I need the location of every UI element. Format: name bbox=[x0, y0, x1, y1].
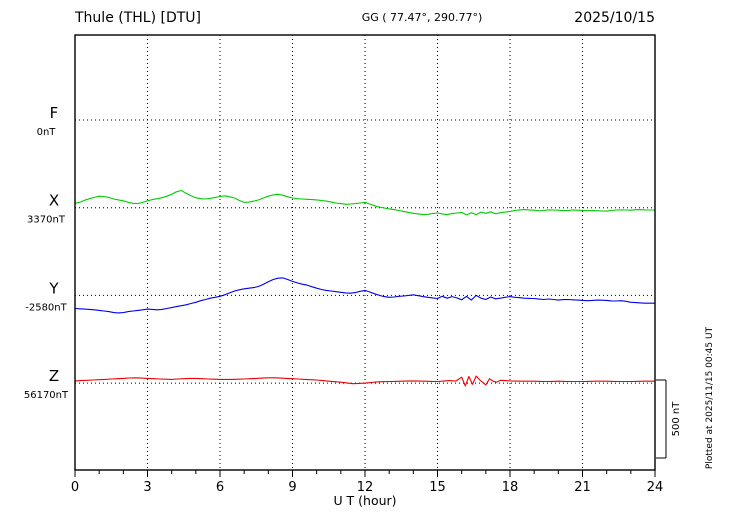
plotted-at-note: Plotted at 2025/11/15 00:45 UT bbox=[705, 326, 715, 469]
date-label: 2025/10/15 bbox=[574, 10, 655, 26]
x-tick-label: 6 bbox=[216, 480, 224, 495]
series-label-F: F bbox=[50, 104, 59, 122]
x-tick-label: 18 bbox=[502, 480, 519, 495]
x-tick-label: 21 bbox=[574, 480, 591, 495]
series-baseline-value-F: 0nT bbox=[37, 127, 57, 138]
scale-bar-label: 500 nT bbox=[671, 401, 682, 437]
trace-Y bbox=[74, 277, 656, 314]
series-baseline-value-Z: 56170nT bbox=[24, 390, 69, 401]
x-tick-label: 0 bbox=[71, 480, 79, 495]
series-label-Y: Y bbox=[48, 279, 59, 297]
x-tick-label: 3 bbox=[143, 480, 151, 495]
series-label-X: X bbox=[49, 192, 59, 210]
scale-bar: 500 nT bbox=[656, 379, 682, 459]
geographic-coords: GG ( 77.47°, 290.77°) bbox=[362, 11, 483, 24]
x-tick-label: 9 bbox=[288, 480, 296, 495]
series-label-Z: Z bbox=[49, 367, 59, 385]
x-tick-label: 15 bbox=[429, 480, 446, 495]
plot-generated-layer: 0 3 6 9 12 15 18 21 24 F 0nT X 3370nT Y -2580nT Z 56170n… bbox=[24, 35, 663, 495]
series-baseline-value-X: 3370nT bbox=[27, 215, 66, 226]
x-axis-label: U T (hour) bbox=[333, 493, 396, 508]
trace-Z bbox=[74, 375, 656, 387]
station-title: Thule (THL) [DTU] bbox=[74, 10, 201, 26]
plot-frame bbox=[74, 34, 656, 471]
series-baseline-value-Y: -2580nT bbox=[25, 302, 67, 313]
x-tick-label: 12 bbox=[357, 480, 374, 495]
trace-X bbox=[74, 189, 656, 216]
x-tick-label: 24 bbox=[647, 480, 664, 495]
